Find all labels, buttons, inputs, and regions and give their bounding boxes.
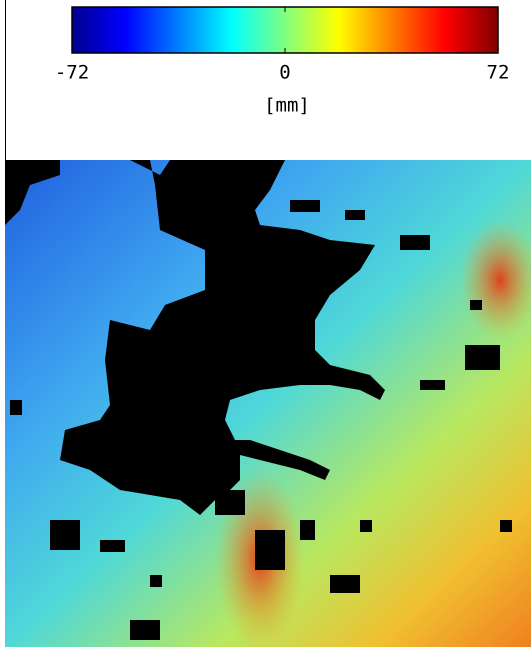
page: [mm] -72072 (() => { const data = JSON.p… <box>0 0 531 647</box>
deformation-map <box>5 160 531 647</box>
colorbar <box>72 7 498 53</box>
tick-label: 72 <box>487 62 510 84</box>
colorbar-label: [mm] <box>264 95 310 117</box>
tick-label: 0 <box>279 62 290 84</box>
tick-label: -72 <box>55 62 89 84</box>
figure: [mm] -72 0 72 <box>0 0 531 647</box>
colorbar-scale <box>72 7 498 53</box>
